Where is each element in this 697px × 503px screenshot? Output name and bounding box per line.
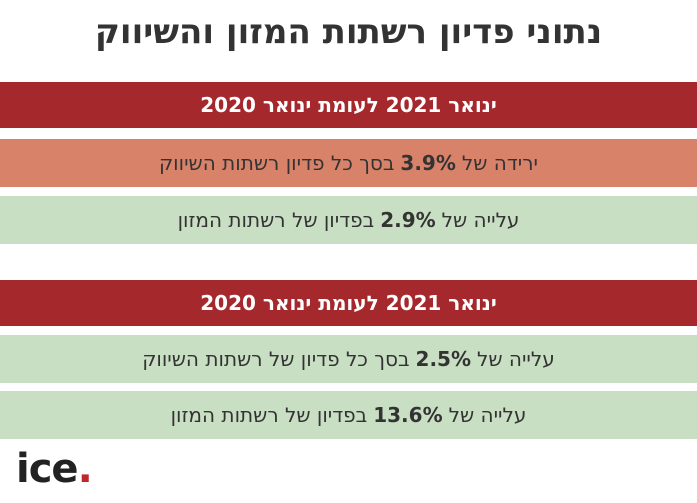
logo-dot: . xyxy=(77,446,93,492)
row-suffix: בסך כל פדיון של רשתות השיווק xyxy=(142,347,410,371)
row-value: 2.9% xyxy=(380,208,436,232)
logo-text: ice xyxy=(16,446,79,492)
row-value: 3.9% xyxy=(400,151,456,175)
row-prefix: עלייה של xyxy=(448,403,527,427)
stat-row: עלייה של 2.9% בפדיון של רשתות המזון xyxy=(0,196,697,244)
row-prefix: עלייה של xyxy=(441,208,520,232)
stat-row: עלייה של 2.5% בסך כל פדיון של רשתות השיו… xyxy=(0,335,697,383)
title: נתוני פדיון רשתות המזון והשיווק xyxy=(94,12,603,52)
stat-row: עלייה של 13.6% בפדיון של רשתות המזון xyxy=(0,391,697,439)
row-suffix: בסך כל פדיון רשתות השיווק xyxy=(158,151,395,175)
row-prefix: ירידה של xyxy=(461,151,539,175)
section-heading: ינואר 2021 לעומת ינואר 2020 xyxy=(0,82,697,128)
row-suffix: בפדיון של רשתות המזון xyxy=(177,208,375,232)
row-suffix: בפדיון של רשתות המזון xyxy=(170,403,368,427)
row-value: 2.5% xyxy=(415,347,471,371)
row-prefix: עלייה של xyxy=(477,347,555,371)
logo: ice. xyxy=(16,446,93,492)
section-heading: ינואר 2021 לעומת ינואר 2020 xyxy=(0,280,697,326)
stat-row: ירידה של 3.9% בסך כל פדיון רשתות השיווק xyxy=(0,139,697,187)
row-value: 13.6% xyxy=(373,403,443,427)
